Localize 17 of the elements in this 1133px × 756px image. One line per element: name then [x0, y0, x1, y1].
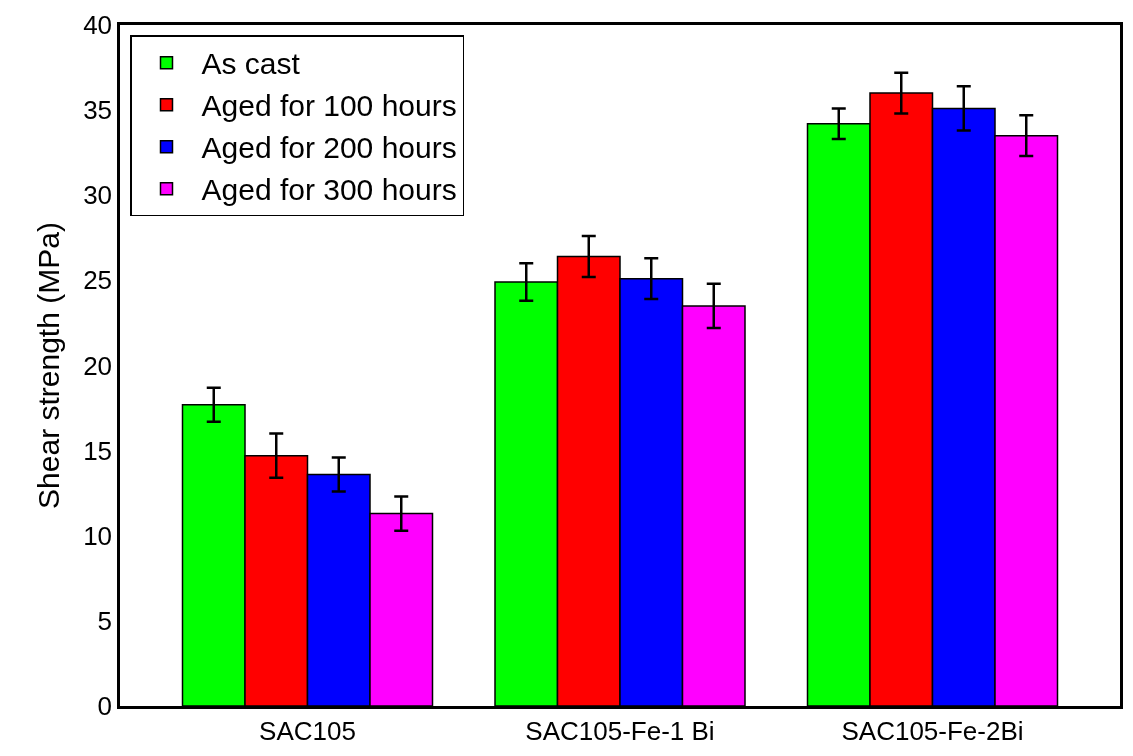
- y-tick-label: 30: [83, 180, 113, 211]
- x-tick-label: SAC105: [259, 715, 356, 746]
- y-tick-label: 5: [97, 605, 113, 636]
- legend-label: Aged for 100 hours: [201, 89, 457, 123]
- legend-label: As cast: [201, 47, 301, 81]
- y-tick-label: 40: [83, 10, 113, 41]
- y-tick-label: 35: [83, 95, 113, 126]
- y-tick-label: 10: [83, 520, 113, 551]
- y-tick-label: 15: [83, 435, 113, 466]
- legend-label: Aged for 300 hours: [201, 173, 457, 207]
- y-axis-title: Shear strength (MPa): [32, 222, 66, 509]
- y-tick-label: 20: [83, 350, 113, 381]
- y-tick-label: 25: [83, 265, 113, 296]
- x-tick-label: SAC105-Fe-2Bi: [841, 715, 1024, 746]
- x-tick-label: SAC105-Fe-1 Bi: [525, 715, 715, 746]
- legend-label: Aged for 200 hours: [201, 131, 457, 165]
- y-tick-label: 0: [97, 691, 113, 722]
